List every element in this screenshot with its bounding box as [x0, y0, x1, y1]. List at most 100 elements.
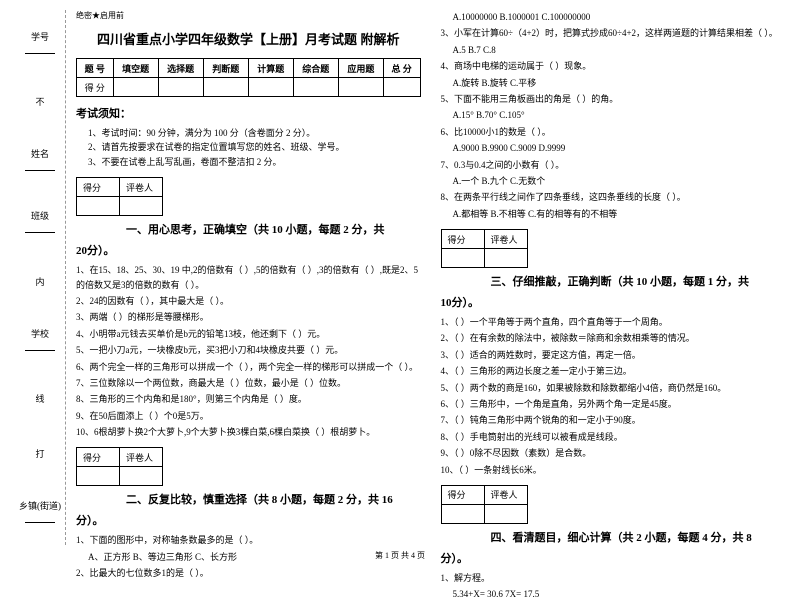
label: 得分: [77, 178, 120, 197]
question: 10、6根胡萝卜换2个大萝卜,9个大萝卜换3棵白菜,6棵白菜换（ ）根胡萝卜。: [76, 425, 421, 439]
vertical-marker: 不: [34, 97, 47, 106]
options: A.10000000 B.1000001 C.100000000: [453, 10, 786, 24]
vertical-marker: 打: [34, 449, 47, 458]
notice-heading: 考试须知：: [76, 105, 421, 121]
underline: [25, 232, 55, 233]
label: 评卷人: [120, 178, 163, 197]
section-heading: 三、仔细推敲，正确判断（共 10 小题，每题 1 分，共: [491, 273, 786, 289]
label: 乡镇(街道): [15, 499, 65, 512]
td: [338, 78, 383, 97]
section-sub-heading: 分）。: [76, 512, 421, 528]
section-score-box: 得分评卷人: [76, 177, 163, 216]
cell: [484, 249, 527, 268]
question: 8、在两条平行线之间作了四条垂线，这四条垂线的长度（ ）。: [441, 190, 786, 204]
question: 6、（ ）三角形中，一个角是直角，另外两个角一定是45度。: [441, 397, 786, 411]
question: 8、三角形的三个内角和是180°，则第三个内角是（ ）度。: [76, 392, 421, 406]
question: 1、（ ）一个平角等于两个直角，四个直角等于一个周角。: [441, 315, 786, 329]
th: 综合题: [293, 59, 338, 78]
question: 6、比10000小1的数是（ ）。: [441, 125, 786, 139]
question: 5、下面不能用三角板画出的角是（ ）的角。: [441, 92, 786, 106]
underline: [25, 170, 55, 171]
score-table: 题 号 填空题 选择题 判断题 计算题 综合题 应用题 总 分 得 分: [76, 58, 421, 97]
question-items: 5.34+X= 30.6 7X= 17.5: [453, 587, 786, 601]
question: 2、24的因数有（ ），其中最大是（ ）。: [76, 294, 421, 308]
table-row: 题 号 填空题 选择题 判断题 计算题 综合题 应用题 总 分: [77, 59, 421, 78]
notice-item: 2、请首先按要求在试卷的指定位置填写您的姓名、班级、学号。: [88, 140, 421, 154]
binding-field-id: 学号: [15, 30, 65, 56]
notice-item: 1、考试时间：90 分钟，满分为 100 分（含卷面分 2 分）。: [88, 126, 421, 140]
td: [383, 78, 420, 97]
underline: [25, 53, 55, 54]
question: 7、三位数除以一个两位数，商最大是（ ）位数，最小是（ ）位数。: [76, 376, 421, 390]
vertical-marker: 线: [34, 394, 47, 403]
label: 评卷人: [484, 230, 527, 249]
binding-field-town: 乡镇(街道): [15, 499, 65, 525]
label: 班级: [15, 209, 65, 222]
question: 1、下面的图形中，对称轴条数最多的是（ ）。: [76, 533, 421, 547]
th: 选择题: [158, 59, 203, 78]
binding-field-school: 学校: [15, 327, 65, 353]
main-content: 绝密★启用前 四川省重点小学四年级数学【上册】月考试题 附解析 题 号 填空题 …: [76, 10, 785, 545]
cell: [484, 504, 527, 523]
th: 应用题: [338, 59, 383, 78]
section-heading: 四、看清题目，细心计算（共 2 小题，每题 4 分，共 8: [491, 529, 786, 545]
question: 7、0.3与0.4之间的小数有（ ）。: [441, 158, 786, 172]
th: 题 号: [77, 59, 114, 78]
td: [248, 78, 293, 97]
notice-list: 1、考试时间：90 分钟，满分为 100 分（含卷面分 2 分）。 2、请首先按…: [76, 126, 421, 169]
question: 7、（ ）钝角三角形中两个锐角的和一定小于90度。: [441, 413, 786, 427]
options: A.5 B.7 C.8: [453, 43, 786, 57]
td: [293, 78, 338, 97]
question: 8、（ ）手电筒射出的光线可以被看成是线段。: [441, 430, 786, 444]
secret-label: 绝密★启用前: [76, 10, 421, 21]
question: 4、（ ）三角形的两边长度之差一定小于第三边。: [441, 364, 786, 378]
cell: [77, 467, 120, 486]
table-row: 得 分: [77, 78, 421, 97]
section-score-box: 得分评卷人: [76, 447, 163, 486]
question: 10、（ ）一条射线长6米。: [441, 463, 786, 477]
label: 学号: [15, 30, 65, 43]
question: 9、（ ）0除不尽因数（素数）是合数。: [441, 446, 786, 460]
vertical-marker: 内: [34, 277, 47, 286]
label: 得分: [441, 485, 484, 504]
th: 总 分: [383, 59, 420, 78]
question: 9、在50后面添上（ ）个0是5万。: [76, 409, 421, 423]
underline: [25, 522, 55, 523]
section-heading: 二、反复比较，慎重选择（共 8 小题，每题 2 分，共 16: [126, 491, 421, 507]
section-sub-heading: 10分）。: [441, 294, 786, 310]
section-heading: 一、用心思考，正确填空（共 10 小题，每题 2 分，共: [126, 221, 421, 237]
cell: [120, 467, 163, 486]
exam-title: 四川省重点小学四年级数学【上册】月考试题 附解析: [76, 29, 421, 48]
cell: [441, 504, 484, 523]
td: [203, 78, 248, 97]
left-column: 绝密★启用前 四川省重点小学四年级数学【上册】月考试题 附解析 题 号 填空题 …: [76, 10, 421, 545]
binding-column: 学号 不 姓名 班级 内 学校 线 打 乡镇(街道): [15, 10, 66, 545]
options: A.一个 B.九个 C.无数个: [453, 174, 786, 188]
question: 3、（ ）适合的两姓数时，要定这方值，再定一倍。: [441, 348, 786, 362]
question: 2、比最大的七位数多1的是（ ）。: [76, 566, 421, 580]
th: 计算题: [248, 59, 293, 78]
td: 得 分: [77, 78, 114, 97]
question: 2、（ ）在有余数的除法中，被除数＝除商和余数相乘等的情况。: [441, 331, 786, 345]
question: 5、（ ）两个数的商是160，如果被除数和除数都缩小4倍，商仍然是160。: [441, 381, 786, 395]
th: 填空题: [113, 59, 158, 78]
th: 判断题: [203, 59, 248, 78]
label: 评卷人: [120, 448, 163, 467]
binding-fields: 学号 不 姓名 班级 内 学校 线 打 乡镇(街道): [15, 10, 65, 545]
options: A.15° B.70° C.105°: [453, 108, 786, 122]
cell: [120, 197, 163, 216]
question: 1、在15、18、25、30、19 中,2的倍数有（ ）,5的倍数有（ ）,3的…: [76, 263, 421, 292]
label: 学校: [15, 327, 65, 340]
cell: [77, 197, 120, 216]
question: 1、解方程。: [441, 571, 786, 585]
question: 3、两端（ ）的梯形是等腰梯形。: [76, 310, 421, 324]
options: A.旋转 B.旋转 C.平移: [453, 76, 786, 90]
question: 6、两个完全一样的三角形可以拼成一个（ ），两个完全一样的梯形可以拼成一个（ ）…: [76, 360, 421, 374]
question: 4、小明带a元钱去买单价是b元的铅笔13枝，他还剩下（ ）元。: [76, 327, 421, 341]
label: 姓名: [15, 147, 65, 160]
section-score-box: 得分评卷人: [441, 485, 528, 524]
td: [113, 78, 158, 97]
binding-field-class: 班级: [15, 209, 65, 235]
label: 得分: [77, 448, 120, 467]
binding-field-name: 姓名: [15, 147, 65, 173]
